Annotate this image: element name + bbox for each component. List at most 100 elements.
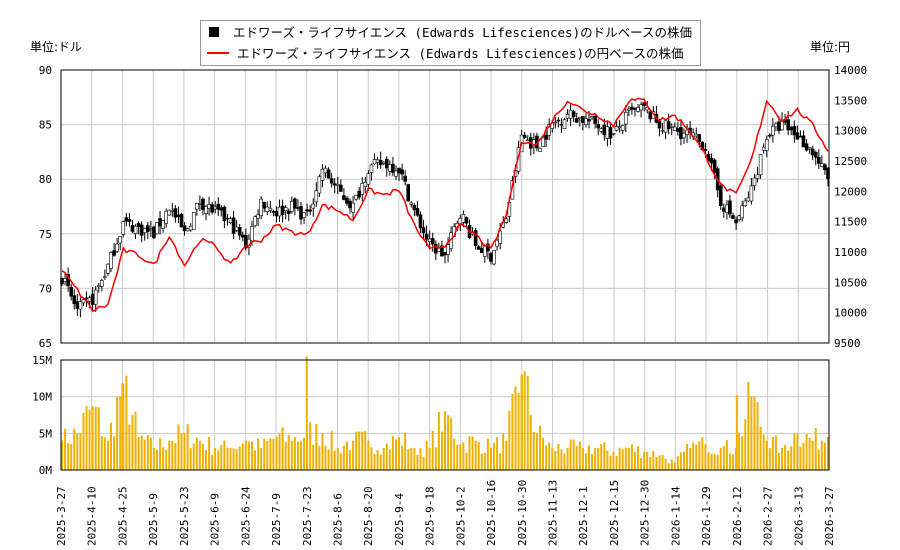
volume-bar: [538, 425, 541, 470]
candle-body: [256, 214, 260, 219]
y-tick-label-right: 11000: [834, 246, 867, 259]
volume-bar: [324, 445, 327, 470]
candle-body: [740, 205, 745, 219]
volume-bar: [394, 439, 397, 470]
volume-bar: [707, 452, 710, 470]
volume-bar: [462, 442, 465, 470]
volume-bar: [814, 428, 817, 470]
candle-body: [335, 183, 340, 186]
candle-body: [167, 209, 172, 216]
volume-bar: [594, 448, 597, 470]
candle-body: [486, 243, 490, 252]
volume-bar: [358, 431, 361, 470]
volume-bar: [447, 415, 450, 470]
candle-body: [553, 121, 558, 124]
candle-body: [75, 301, 80, 309]
candle-body: [293, 198, 297, 209]
volume-bar: [79, 433, 82, 470]
volume-bar: [440, 431, 443, 470]
candle-body: [283, 207, 288, 211]
volume-spike-bar: [735, 395, 738, 470]
candle-body: [357, 190, 362, 198]
candle-body: [764, 138, 769, 151]
candle-body: [237, 227, 242, 236]
candle-body: [489, 252, 493, 262]
candle-body: [201, 198, 205, 210]
y-tick-label-right: 12000: [834, 185, 867, 198]
legend: エドワーズ・ライフサイエンス (Edwards Lifesciences)のドル…: [200, 20, 701, 66]
candle-body: [813, 151, 818, 158]
volume-bar: [532, 431, 535, 470]
volume-bar: [805, 433, 808, 470]
volume-bar: [278, 432, 281, 470]
volume-bar: [716, 454, 719, 470]
candle-body: [299, 206, 303, 220]
y-tick-label-right: 13500: [834, 94, 867, 107]
volume-bar: [584, 453, 587, 470]
volume-bar: [456, 444, 459, 470]
volume-bar: [339, 453, 342, 470]
x-tick-label: 2025-4-25: [116, 486, 129, 546]
candle-body: [397, 167, 401, 174]
candle-body: [771, 125, 775, 136]
x-tick-label: 2025-10-16: [485, 480, 498, 546]
volume-bar: [431, 430, 434, 470]
volume-bar: [471, 436, 474, 470]
x-tick-label: 2025-5-9: [147, 493, 160, 546]
volume-bar: [719, 448, 722, 470]
y-tick-label-right: 10500: [834, 276, 867, 289]
candle-body: [749, 185, 754, 202]
candle-body: [574, 118, 579, 123]
volume-bar: [361, 431, 364, 470]
candle-body: [375, 159, 380, 163]
volume-bar: [670, 459, 673, 470]
volume-bar: [695, 444, 698, 470]
candle-body: [623, 112, 628, 125]
volume-bar: [762, 434, 765, 470]
volume-bar: [612, 451, 615, 470]
x-tick-label: 2025-5-23: [178, 486, 191, 546]
volume-bar: [609, 455, 612, 470]
volume-bar: [581, 448, 584, 470]
candle-body: [823, 164, 827, 171]
volume-bar: [229, 448, 232, 470]
legend-label-jpy: エドワーズ・ライフサイエンス (Edwards Lifesciences)の円ベ…: [237, 46, 684, 61]
candle-body: [734, 219, 738, 224]
volume-bar: [781, 448, 784, 470]
x-tick-label: 2025-8-6: [331, 493, 344, 546]
candle-body: [722, 207, 726, 212]
legend-item-usd: エドワーズ・ライフサイエンス (Edwards Lifesciences)のドル…: [201, 21, 700, 42]
candle-body: [614, 126, 619, 131]
candle-body: [525, 139, 530, 142]
candle-body: [394, 170, 398, 177]
candle-body: [262, 201, 267, 209]
candle-body: [743, 200, 748, 207]
x-tick-label: 2025-10-30: [516, 480, 529, 546]
volume-bar: [422, 456, 425, 470]
volume-bar: [250, 441, 253, 470]
volume-bar: [437, 411, 440, 470]
candle-body: [384, 158, 389, 169]
volume-bar: [85, 406, 88, 470]
volume-bar: [529, 414, 532, 470]
candle-body: [124, 217, 129, 222]
candle-body: [198, 203, 202, 205]
candle-body: [207, 203, 211, 209]
volume-bar: [223, 440, 226, 470]
volume-bar: [260, 448, 263, 470]
volume-bar: [526, 376, 529, 470]
y-tick-label-left: 75: [39, 228, 52, 241]
volume-tick-label: 5M: [39, 427, 53, 440]
volume-bar: [489, 448, 492, 470]
candle-body: [332, 183, 337, 186]
volume-bar: [477, 442, 480, 470]
candle-body: [363, 182, 368, 187]
y-tick-label-right: 10000: [834, 307, 867, 320]
candle-body: [231, 217, 236, 234]
volume-bar: [373, 453, 376, 470]
candle-body: [718, 185, 723, 206]
candle-body: [311, 203, 316, 209]
volume-bar: [385, 443, 388, 470]
candle-body: [578, 116, 582, 119]
volume-bar: [312, 444, 315, 470]
